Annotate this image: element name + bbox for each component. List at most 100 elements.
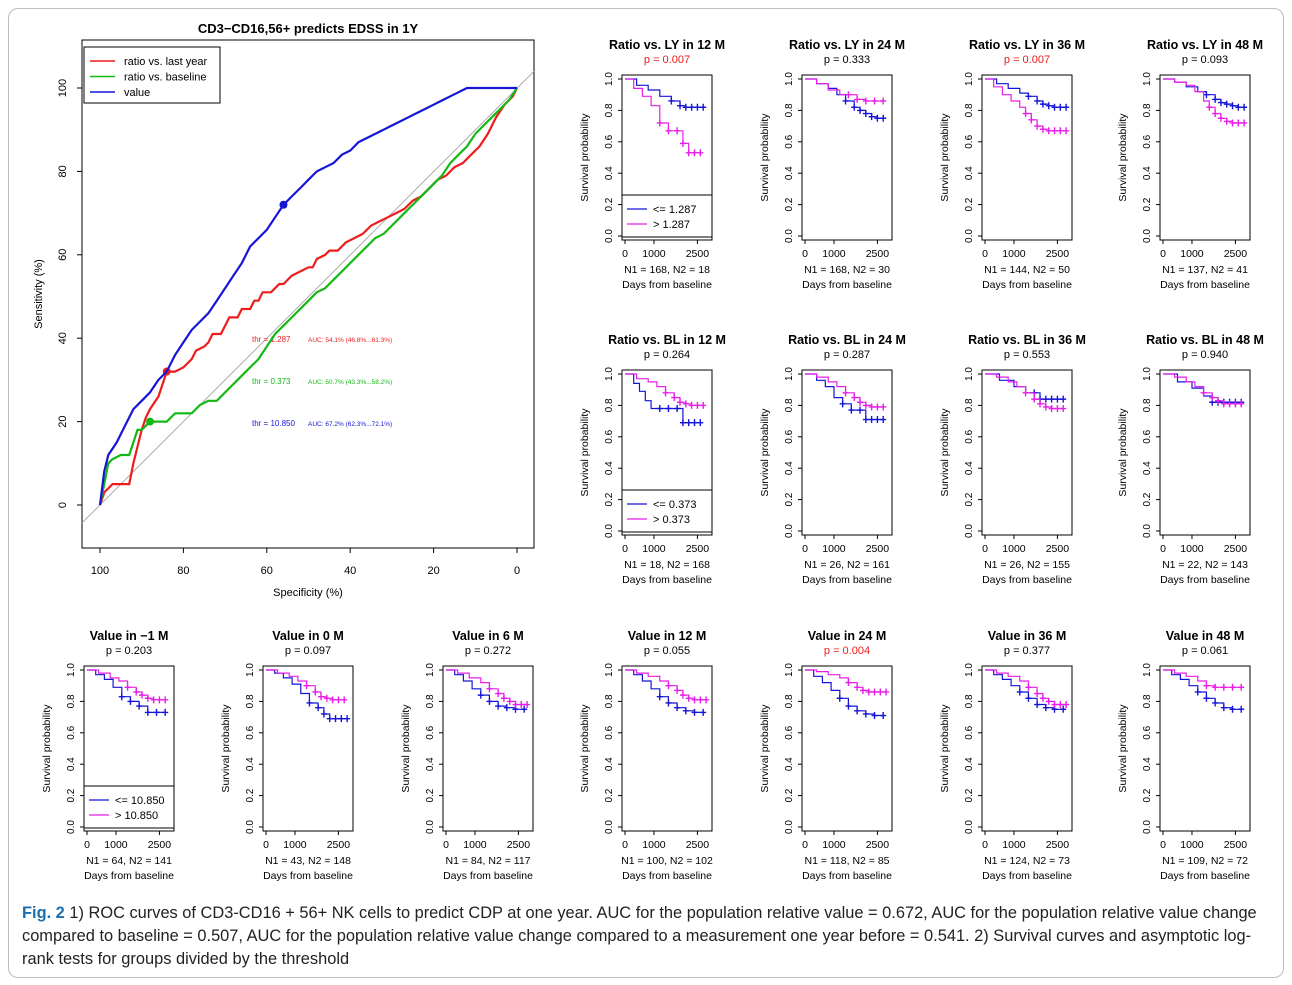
survival-curve-low xyxy=(1163,373,1242,403)
survival-xtick-label: 0 xyxy=(263,839,269,851)
survival-censor-mark xyxy=(1206,103,1213,111)
survival-ytick-label: 0.0 xyxy=(604,229,615,243)
roc-title: CD3−CD16,56+ predicts EDSS in 1Y xyxy=(198,21,419,36)
roc-chart: CD3−CD16,56+ predicts EDSS in 1Y 100 80 60 4… xyxy=(33,21,535,599)
survival-censor-mark xyxy=(1034,97,1041,105)
survival-xtick-label: 0 xyxy=(802,248,808,260)
survival-censor-mark xyxy=(845,702,852,710)
caption-label: Fig. 2 xyxy=(22,904,65,922)
survival-ytick-label: 0.4 xyxy=(604,166,615,180)
survival-curve-high xyxy=(1163,669,1242,688)
survival-censor-mark xyxy=(306,699,313,707)
survival-censor-mark xyxy=(668,97,675,105)
survival-plot-box xyxy=(801,369,893,536)
roc-plot-box xyxy=(81,39,535,549)
survival-panel: Value in 36 M p = 0.377 0.0 0.2 0.4 0.6 0.8 1.0… xyxy=(939,629,1073,882)
survival-title: Ratio vs. BL in 24 M xyxy=(788,333,906,347)
survival-xtick-label: 0 xyxy=(622,543,628,555)
survival-censor-mark xyxy=(1215,397,1222,405)
survival-censor-mark xyxy=(854,683,861,691)
survival-censor-mark xyxy=(144,694,151,702)
survival-ytick-label: 0.6 xyxy=(784,429,795,443)
survival-censor-mark xyxy=(880,712,887,720)
roc-line-2 xyxy=(98,86,517,506)
roc-xtick-label: 80 xyxy=(177,565,189,577)
survival-censor-mark xyxy=(700,103,707,111)
survival-censor-mark xyxy=(700,401,707,409)
survival-xtick-label: 2500 xyxy=(1046,543,1070,555)
survival-ytick-label: 0.2 xyxy=(245,788,256,802)
survival-censor-mark xyxy=(1063,103,1070,111)
survival-censor-mark xyxy=(518,701,525,709)
survival-censor-mark xyxy=(1039,694,1046,702)
survival-ytick-label: 0.8 xyxy=(425,694,436,708)
survival-ytick-label: 0.8 xyxy=(964,103,975,117)
survival-curve-high xyxy=(625,78,701,154)
survival-plot-box xyxy=(1159,665,1251,832)
survival-censor-mark xyxy=(674,686,681,694)
survival-censor-mark xyxy=(871,688,878,696)
survival-xtick-label: 0 xyxy=(982,248,988,260)
survival-censor-mark xyxy=(1203,694,1210,702)
survival-censor-mark xyxy=(697,149,704,157)
survival-censor-mark xyxy=(1212,95,1219,103)
survival-xtick-label: 0 xyxy=(982,839,988,851)
survival-censor-mark xyxy=(144,708,151,716)
survival-xtick-label: 2500 xyxy=(1224,248,1248,260)
survival-censor-mark xyxy=(1217,99,1224,107)
survival-ylabel: Survival probability xyxy=(939,704,951,793)
survival-ytick-label: 0.4 xyxy=(784,757,795,771)
survival-xtick-label: 2500 xyxy=(1046,248,1070,260)
survival-xtick-label: 0 xyxy=(802,543,808,555)
survival-censor-mark xyxy=(691,708,698,716)
survival-xtick-label: 0 xyxy=(1160,248,1166,260)
survival-ylabel: Survival probability xyxy=(220,704,232,793)
survival-xlabel: Days from baseline xyxy=(443,870,533,882)
survival-censor-mark xyxy=(1028,116,1035,124)
survival-censor-mark xyxy=(1212,110,1219,118)
survival-censor-mark xyxy=(1235,119,1242,127)
survival-ytick-label: 0.0 xyxy=(1142,524,1153,538)
survival-censor-mark xyxy=(133,688,140,696)
survival-xlabel: Days from baseline xyxy=(802,574,892,586)
survival-plot-box xyxy=(621,74,713,241)
survival-censor-mark xyxy=(1241,119,1248,127)
survival-panel: Value in 12 M p = 0.055 0.0 0.2 0.4 0.6 0.8 1.0… xyxy=(579,629,713,882)
roc-threshold-point-2 xyxy=(279,200,288,209)
survival-censor-mark xyxy=(1042,395,1049,403)
survival-xtick-label: 0 xyxy=(622,248,628,260)
survival-censor-mark xyxy=(880,416,887,424)
survival-censor-mark xyxy=(679,139,686,147)
survival-ytick-label: 0.8 xyxy=(604,103,615,117)
survival-censor-mark xyxy=(691,696,698,704)
survival-xtick-label: 2500 xyxy=(327,839,351,851)
survival-censor-mark xyxy=(868,416,875,424)
survival-censor-mark xyxy=(1060,405,1067,413)
survival-xtick-label: 2500 xyxy=(686,839,710,851)
survival-ytick-label: 0.6 xyxy=(784,134,795,148)
survival-ytick-label: 1.0 xyxy=(784,367,795,381)
survival-plot-box xyxy=(621,369,713,536)
survival-group-sizes: N1 = 118, N2 = 85 xyxy=(804,855,889,867)
survival-group-sizes: N1 = 22, N2 = 143 xyxy=(1162,559,1248,571)
survival-ytick-label: 0.4 xyxy=(66,757,77,771)
survival-ytick-label: 0.0 xyxy=(245,820,256,834)
roc-xtick-label: 40 xyxy=(344,565,356,577)
survival-title: Value in 12 M xyxy=(628,629,707,643)
survival-censor-mark xyxy=(1042,403,1049,411)
survival-censor-mark xyxy=(880,403,887,411)
survival-censor-mark xyxy=(1034,701,1041,709)
survival-censor-mark xyxy=(703,696,710,704)
survival-ylabel: Survival probability xyxy=(759,704,771,793)
survival-curve-low xyxy=(625,669,704,713)
survival-ytick-label: 0.4 xyxy=(1142,461,1153,475)
survival-legend-item: > 1.287 xyxy=(653,219,690,231)
survival-ytick-label: 0.4 xyxy=(604,461,615,475)
survival-legend-item: <= 10.850 xyxy=(115,795,165,807)
survival-censor-mark xyxy=(153,708,160,716)
survival-censor-mark xyxy=(1048,405,1055,413)
survival-xlabel: Days from baseline xyxy=(802,870,892,882)
survival-censor-mark xyxy=(332,715,339,723)
survival-xtick-label: 2500 xyxy=(686,543,710,555)
